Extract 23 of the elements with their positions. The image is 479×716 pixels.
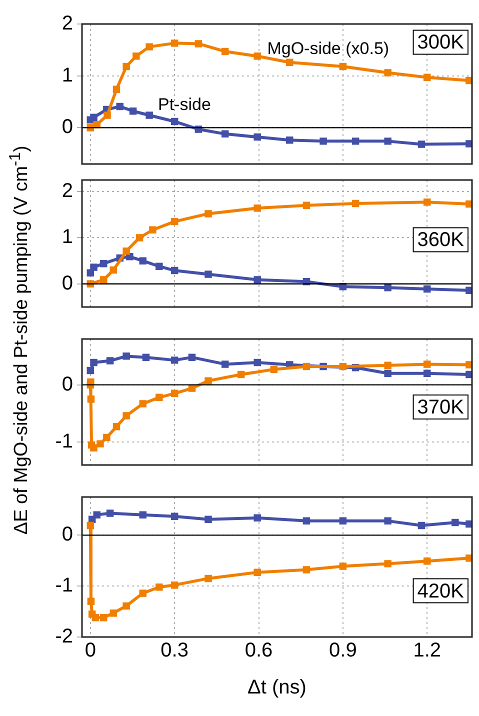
x-tick-label: 0.6 bbox=[244, 640, 273, 662]
y-tick-label: 0 bbox=[62, 116, 73, 138]
x-tick-label: 0 bbox=[84, 640, 96, 662]
y-tick-label: 0 bbox=[62, 524, 73, 546]
y-tick-label: 2 bbox=[62, 180, 73, 202]
annotation: 370K bbox=[417, 396, 465, 419]
x-tick-label: 0.9 bbox=[329, 640, 357, 662]
y-tick-label: -1 bbox=[55, 430, 73, 453]
annotation: 360K bbox=[417, 229, 465, 252]
series-label: MgO-side (x0.5) bbox=[267, 38, 390, 58]
y-tick-label: -1 bbox=[55, 574, 73, 597]
annotation: 420K bbox=[417, 580, 465, 602]
annotation: 300K bbox=[417, 32, 465, 54]
y-tick-label: -2 bbox=[55, 626, 73, 648]
y-tick-label: 1 bbox=[62, 226, 73, 248]
y-tick-label: 2 bbox=[62, 12, 73, 35]
x-axis-title: Δt (ns) bbox=[248, 676, 306, 699]
y-tick-label: 1 bbox=[62, 64, 73, 86]
y-tick-label: 0 bbox=[62, 272, 73, 294]
x-tick-label: 1.2 bbox=[413, 640, 442, 662]
x-tick-label: 0.3 bbox=[160, 640, 188, 662]
y-tick-label: 0 bbox=[62, 373, 73, 396]
series-label: Pt-side bbox=[158, 94, 211, 114]
